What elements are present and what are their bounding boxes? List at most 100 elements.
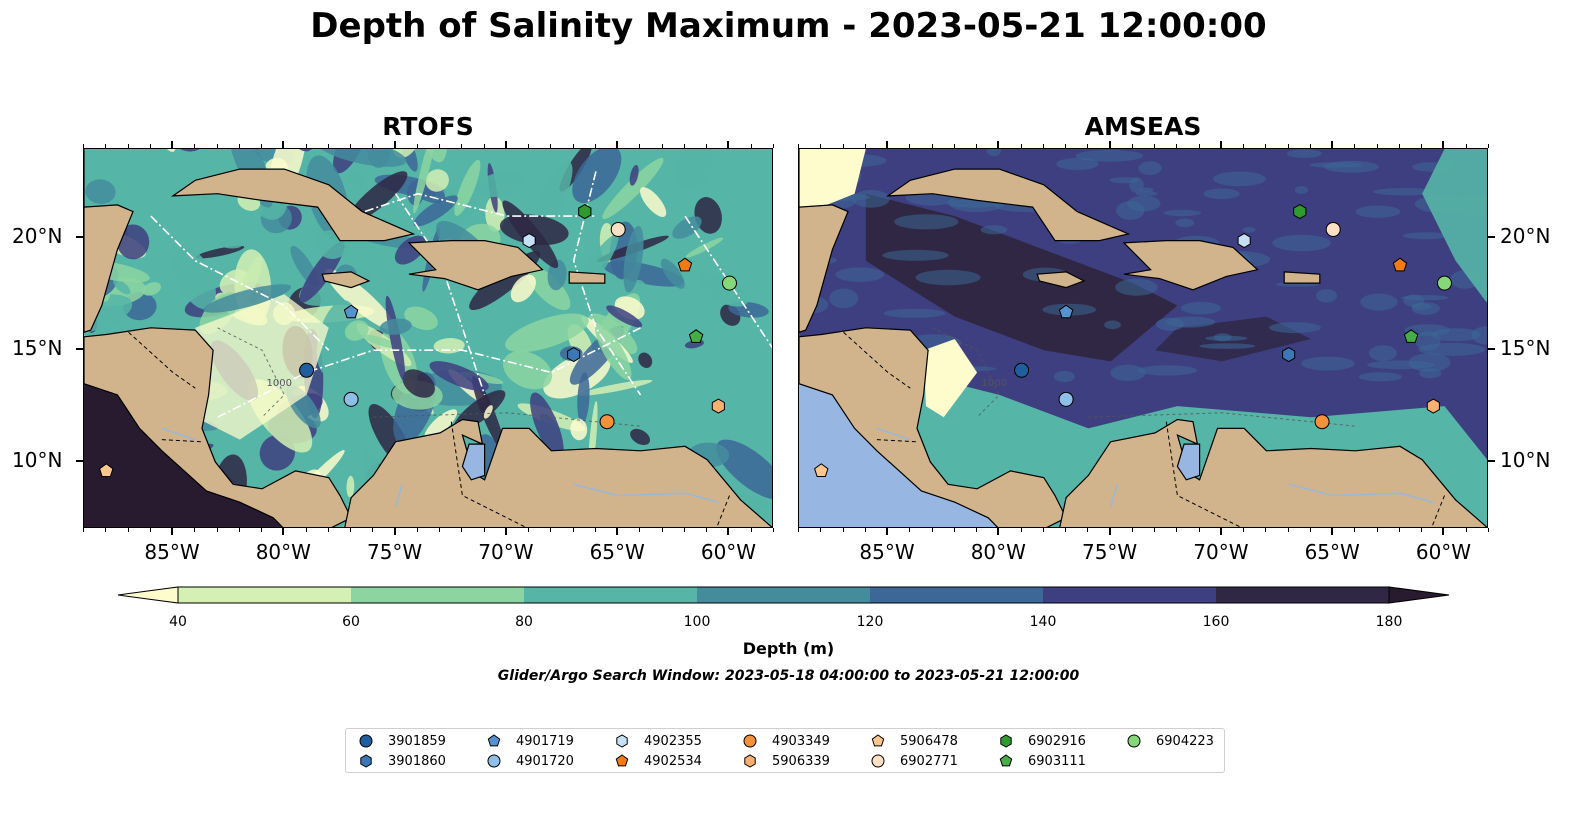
colorbar-extend-low <box>117 586 179 604</box>
eddy-patch <box>1294 186 1309 194</box>
river <box>573 483 719 503</box>
minor-tick <box>1243 144 1245 148</box>
float-marker-5906339 <box>1426 398 1440 414</box>
eddy-patch <box>986 149 1002 157</box>
minor-tick <box>305 144 307 148</box>
legend-item: 4902355 <box>614 732 702 750</box>
minor-tick <box>1376 144 1378 148</box>
minor-tick <box>728 144 730 148</box>
minor-tick <box>283 144 285 148</box>
minor-tick <box>372 144 374 148</box>
legend-item: 5906478 <box>870 732 958 750</box>
eddy-patch <box>1419 368 1442 379</box>
lat-tick-mark <box>76 348 83 351</box>
shelf-shallow <box>799 149 866 217</box>
contour-label: 1000 <box>267 378 292 389</box>
legend-marker-circle-icon <box>743 734 757 748</box>
land-southamerica <box>344 418 772 527</box>
eddy-patch <box>1056 157 1099 171</box>
minor-tick <box>394 144 396 148</box>
minor-tick <box>1176 144 1178 148</box>
eddy-patch <box>1116 201 1145 220</box>
lake-maracaibo <box>1176 443 1201 481</box>
minor-tick <box>909 528 911 532</box>
float-marker-3901859 <box>1014 362 1030 378</box>
minor-tick <box>439 144 441 148</box>
lake-maracaibo <box>461 443 486 481</box>
map-svg: 1000 <box>799 149 1487 527</box>
legend-label: 6902916 <box>1028 733 1086 749</box>
minor-tick <box>661 144 663 148</box>
minor-tick <box>798 528 799 532</box>
minor-tick <box>1109 528 1111 532</box>
eddy-patch <box>1181 301 1221 315</box>
minor-tick <box>594 144 596 148</box>
minor-tick <box>1465 144 1467 148</box>
legend-item: 6902771 <box>870 752 958 770</box>
legend-label: 4901720 <box>516 753 574 769</box>
eddy-patch <box>1360 293 1398 311</box>
minor-tick <box>416 528 418 532</box>
minor-tick <box>909 144 911 148</box>
eddy-patch <box>1110 364 1146 381</box>
eddy-patch <box>1431 328 1481 342</box>
eddy-patch <box>1137 365 1198 376</box>
minor-tick <box>1087 528 1089 532</box>
legend-marker-pentagon-icon <box>615 754 629 767</box>
minor-tick <box>216 144 218 148</box>
land-southamerica <box>1059 418 1487 527</box>
legend-item: 6903111 <box>998 752 1086 770</box>
minor-tick <box>820 144 822 148</box>
land-yucatan <box>84 149 134 333</box>
lon-tick-label: 70°W <box>1193 540 1249 564</box>
bathymetry-contour <box>1088 412 1356 427</box>
minor-tick <box>639 144 641 148</box>
lon-tick-label: 75°W <box>1081 540 1138 564</box>
minor-tick <box>1154 144 1156 148</box>
country-border <box>1165 421 1242 527</box>
eddy-patch <box>1109 177 1140 184</box>
minor-tick <box>194 144 196 148</box>
minor-tick <box>505 144 507 148</box>
land-central <box>84 327 352 527</box>
lat-tick-mark <box>1488 236 1495 239</box>
country-border <box>716 495 730 527</box>
figure-title: Depth of Salinity Maximum - 2023-05-21 1… <box>310 6 1267 46</box>
lat-tick-label: 20°N <box>1500 224 1551 249</box>
legend-item: 4902534 <box>614 752 702 770</box>
river <box>1109 484 1119 507</box>
colorbar-segment <box>524 587 697 603</box>
colorbar-tick-label: 160 <box>1202 614 1230 630</box>
float-marker-3901859 <box>299 362 315 378</box>
eddy-patch <box>1269 322 1321 334</box>
bathymetry-contour <box>217 327 285 418</box>
country-border <box>1431 495 1445 527</box>
panel-title-rtofs: RTOFS <box>382 112 474 141</box>
colorbar-tick-label: 120 <box>856 614 884 630</box>
minor-tick <box>127 528 129 532</box>
minor-tick <box>864 528 866 532</box>
eddy-patch <box>1138 187 1154 193</box>
float-marker-6902771 <box>1325 221 1341 237</box>
minor-tick <box>1176 528 1178 532</box>
eddy-patch <box>1411 303 1432 310</box>
minor-tick <box>706 528 708 532</box>
legend-item: 6904223 <box>1126 732 1214 750</box>
minor-tick <box>998 144 1000 148</box>
eddy-patch <box>1372 188 1439 196</box>
legend-item: 5906339 <box>742 752 830 770</box>
float-marker-6904223 <box>1436 275 1452 291</box>
map-panel-rtofs: 1000 <box>83 148 773 528</box>
legend-marker-hexagon-icon <box>360 754 372 768</box>
eddy-patch <box>1163 209 1202 217</box>
float-marker-3901860 <box>567 347 581 363</box>
bathymetry-contour <box>932 327 1000 418</box>
eddy-patch <box>1135 191 1158 197</box>
legend-label: 6903111 <box>1028 753 1086 769</box>
float-marker-4903349 <box>1314 414 1330 430</box>
minor-tick <box>1243 528 1245 532</box>
float-marker-6903111 <box>688 329 704 343</box>
minor-tick <box>820 528 822 532</box>
colorbar-segment <box>1043 587 1216 603</box>
minor-tick <box>750 528 752 532</box>
